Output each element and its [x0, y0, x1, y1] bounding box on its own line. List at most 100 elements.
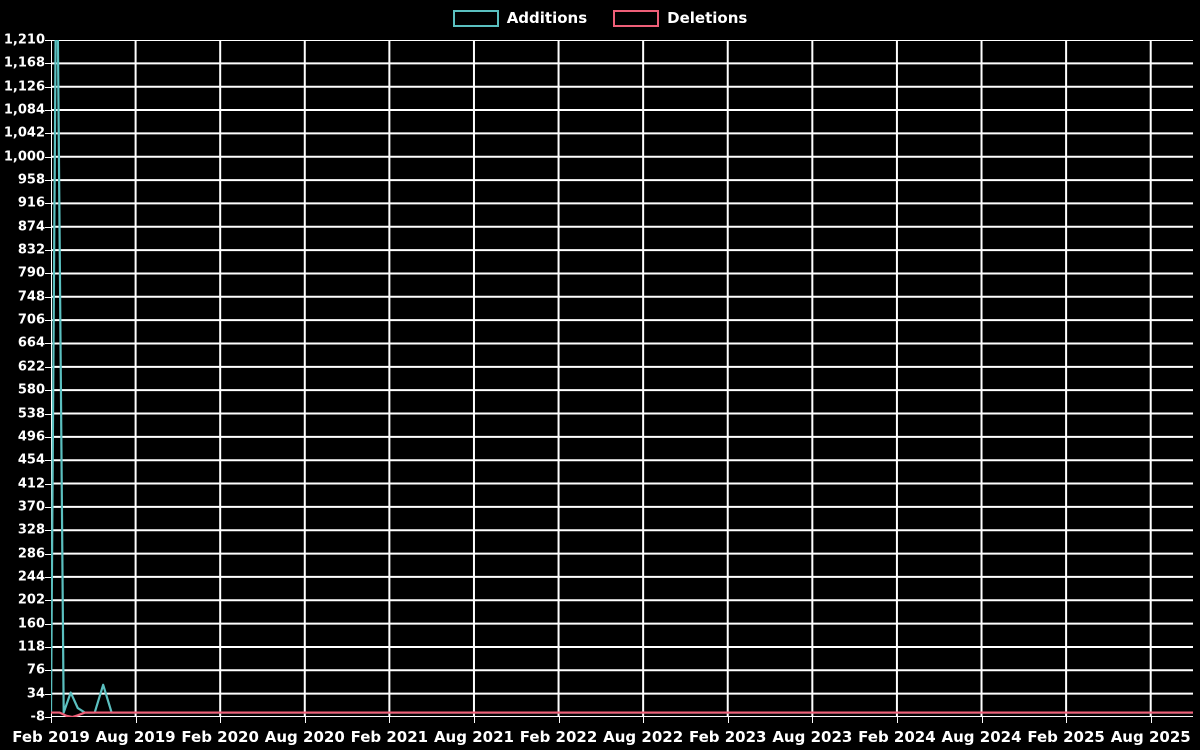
y-tick-mark: [45, 343, 51, 345]
y-tick-mark: [45, 63, 51, 65]
y-tick-label: 790: [17, 265, 45, 281]
x-tick-label: Aug 2019: [95, 728, 176, 746]
y-tick-label: -8: [30, 709, 45, 725]
x-tick-label: Feb 2025: [1027, 728, 1105, 746]
y-tick-mark: [45, 180, 51, 182]
grid-lines-horizontal: [51, 40, 1193, 717]
x-tick-mark: [812, 717, 814, 723]
series-lines: [51, 40, 1193, 717]
y-tick-mark: [45, 86, 51, 88]
chart-legend: Additions Deletions: [0, 0, 1200, 36]
y-tick-label: 832: [17, 242, 45, 258]
y-tick-label: 1,126: [3, 79, 45, 95]
legend-label-deletions: Deletions: [667, 8, 748, 27]
y-tick-mark: [45, 390, 51, 392]
x-axis: Feb 2019 Aug 2019 Feb 2020 Aug 2020 Feb 2021…: [0, 717, 1200, 750]
y-tick-mark: [45, 320, 51, 322]
y-tick-label: 34: [26, 686, 45, 702]
x-tick-mark: [51, 717, 52, 723]
y-tick-label: 412: [17, 476, 45, 492]
y-tick-mark: [45, 273, 51, 275]
y-tick-label: 1,168: [3, 55, 45, 71]
y-tick-label: 1,000: [3, 149, 45, 165]
x-tick-label: Aug 2020: [264, 728, 345, 746]
x-tick-mark: [558, 717, 560, 723]
x-tick-mark: [981, 717, 983, 723]
x-tick-label: Aug 2022: [603, 728, 684, 746]
y-tick-label: 160: [17, 616, 45, 632]
x-tick-label: Aug 2021: [433, 728, 514, 746]
x-tick-label: Feb 2019: [12, 728, 90, 746]
legend-label-additions: Additions: [506, 8, 588, 27]
y-tick-mark: [45, 646, 51, 648]
y-tick-mark: [45, 133, 51, 135]
y-tick-mark: [45, 296, 51, 298]
x-tick-label: Feb 2021: [350, 728, 429, 746]
y-tick-mark: [45, 576, 51, 578]
series-line-deletions: [51, 711, 1193, 717]
y-tick-mark: [45, 436, 51, 438]
x-tick-mark: [1066, 717, 1068, 723]
legend-swatch-icon-additions: [452, 9, 499, 27]
x-tick-label: Aug 2024: [941, 728, 1022, 746]
legend-item-additions[interactable]: Additions: [452, 8, 588, 27]
y-tick-mark: [45, 483, 51, 485]
y-tick-label: 370: [17, 499, 45, 515]
x-tick-label: Feb 2023: [688, 728, 767, 746]
legend-item-deletions[interactable]: Deletions: [613, 8, 748, 27]
x-tick-mark: [1150, 717, 1152, 723]
y-tick-label: 958: [17, 172, 45, 188]
y-axis: -8 34 76 118 160 202 244 286 328 370 412 454 496 538 5…: [0, 34, 51, 724]
x-tick-mark: [220, 717, 222, 723]
x-tick-label: Feb 2020: [181, 728, 259, 746]
y-tick-label: 580: [17, 382, 45, 398]
y-tick-label: 1,084: [3, 102, 45, 118]
x-tick-mark: [304, 717, 306, 723]
y-tick-label: 76: [26, 662, 45, 678]
y-tick-mark: [45, 693, 51, 695]
x-tick-mark: [727, 717, 729, 723]
x-tick-mark: [473, 717, 475, 723]
y-tick-mark: [45, 203, 51, 205]
x-tick-label: Aug 2023: [772, 728, 853, 746]
y-tick-label: 538: [17, 406, 45, 422]
y-tick-label: 328: [17, 522, 45, 538]
y-tick-mark: [45, 460, 51, 462]
y-tick-mark: [45, 600, 51, 602]
y-tick-label: 454: [17, 452, 45, 468]
y-tick-mark: [45, 250, 51, 252]
y-tick-mark: [45, 670, 51, 672]
y-tick-label: 706: [17, 312, 45, 328]
x-tick-mark: [389, 717, 391, 723]
series-line-additions: [51, 40, 1193, 714]
x-tick-label: Aug 2025: [1110, 728, 1191, 746]
y-tick-label: 286: [17, 546, 45, 562]
grid-lines-vertical: [51, 40, 1152, 717]
y-tick-mark: [45, 530, 51, 532]
y-tick-mark: [45, 506, 51, 508]
x-tick-label: Feb 2022: [519, 728, 598, 746]
y-tick-mark: [45, 226, 51, 228]
y-tick-mark: [45, 366, 51, 368]
y-tick-label: 622: [17, 359, 45, 375]
y-tick-label: 244: [17, 569, 45, 585]
y-tick-mark: [45, 156, 51, 158]
legend-swatch-icon-deletions: [613, 9, 660, 27]
y-tick-mark: [45, 110, 51, 112]
plot-area: [51, 40, 1193, 717]
y-tick-label: 664: [17, 335, 45, 351]
plot-svg: [51, 40, 1193, 717]
y-tick-label: 1,210: [3, 32, 45, 48]
y-tick-mark: [45, 717, 51, 718]
y-tick-label: 874: [17, 219, 45, 235]
x-tick-mark: [643, 717, 645, 723]
y-tick-label: 496: [17, 429, 45, 445]
x-tick-label: Feb 2024: [858, 728, 936, 746]
y-tick-label: 748: [17, 289, 45, 305]
y-tick-mark: [45, 553, 51, 555]
y-tick-label: 202: [17, 592, 45, 608]
y-tick-label: 1,042: [3, 125, 45, 141]
y-tick-mark: [45, 40, 51, 41]
x-tick-mark: [135, 717, 137, 723]
